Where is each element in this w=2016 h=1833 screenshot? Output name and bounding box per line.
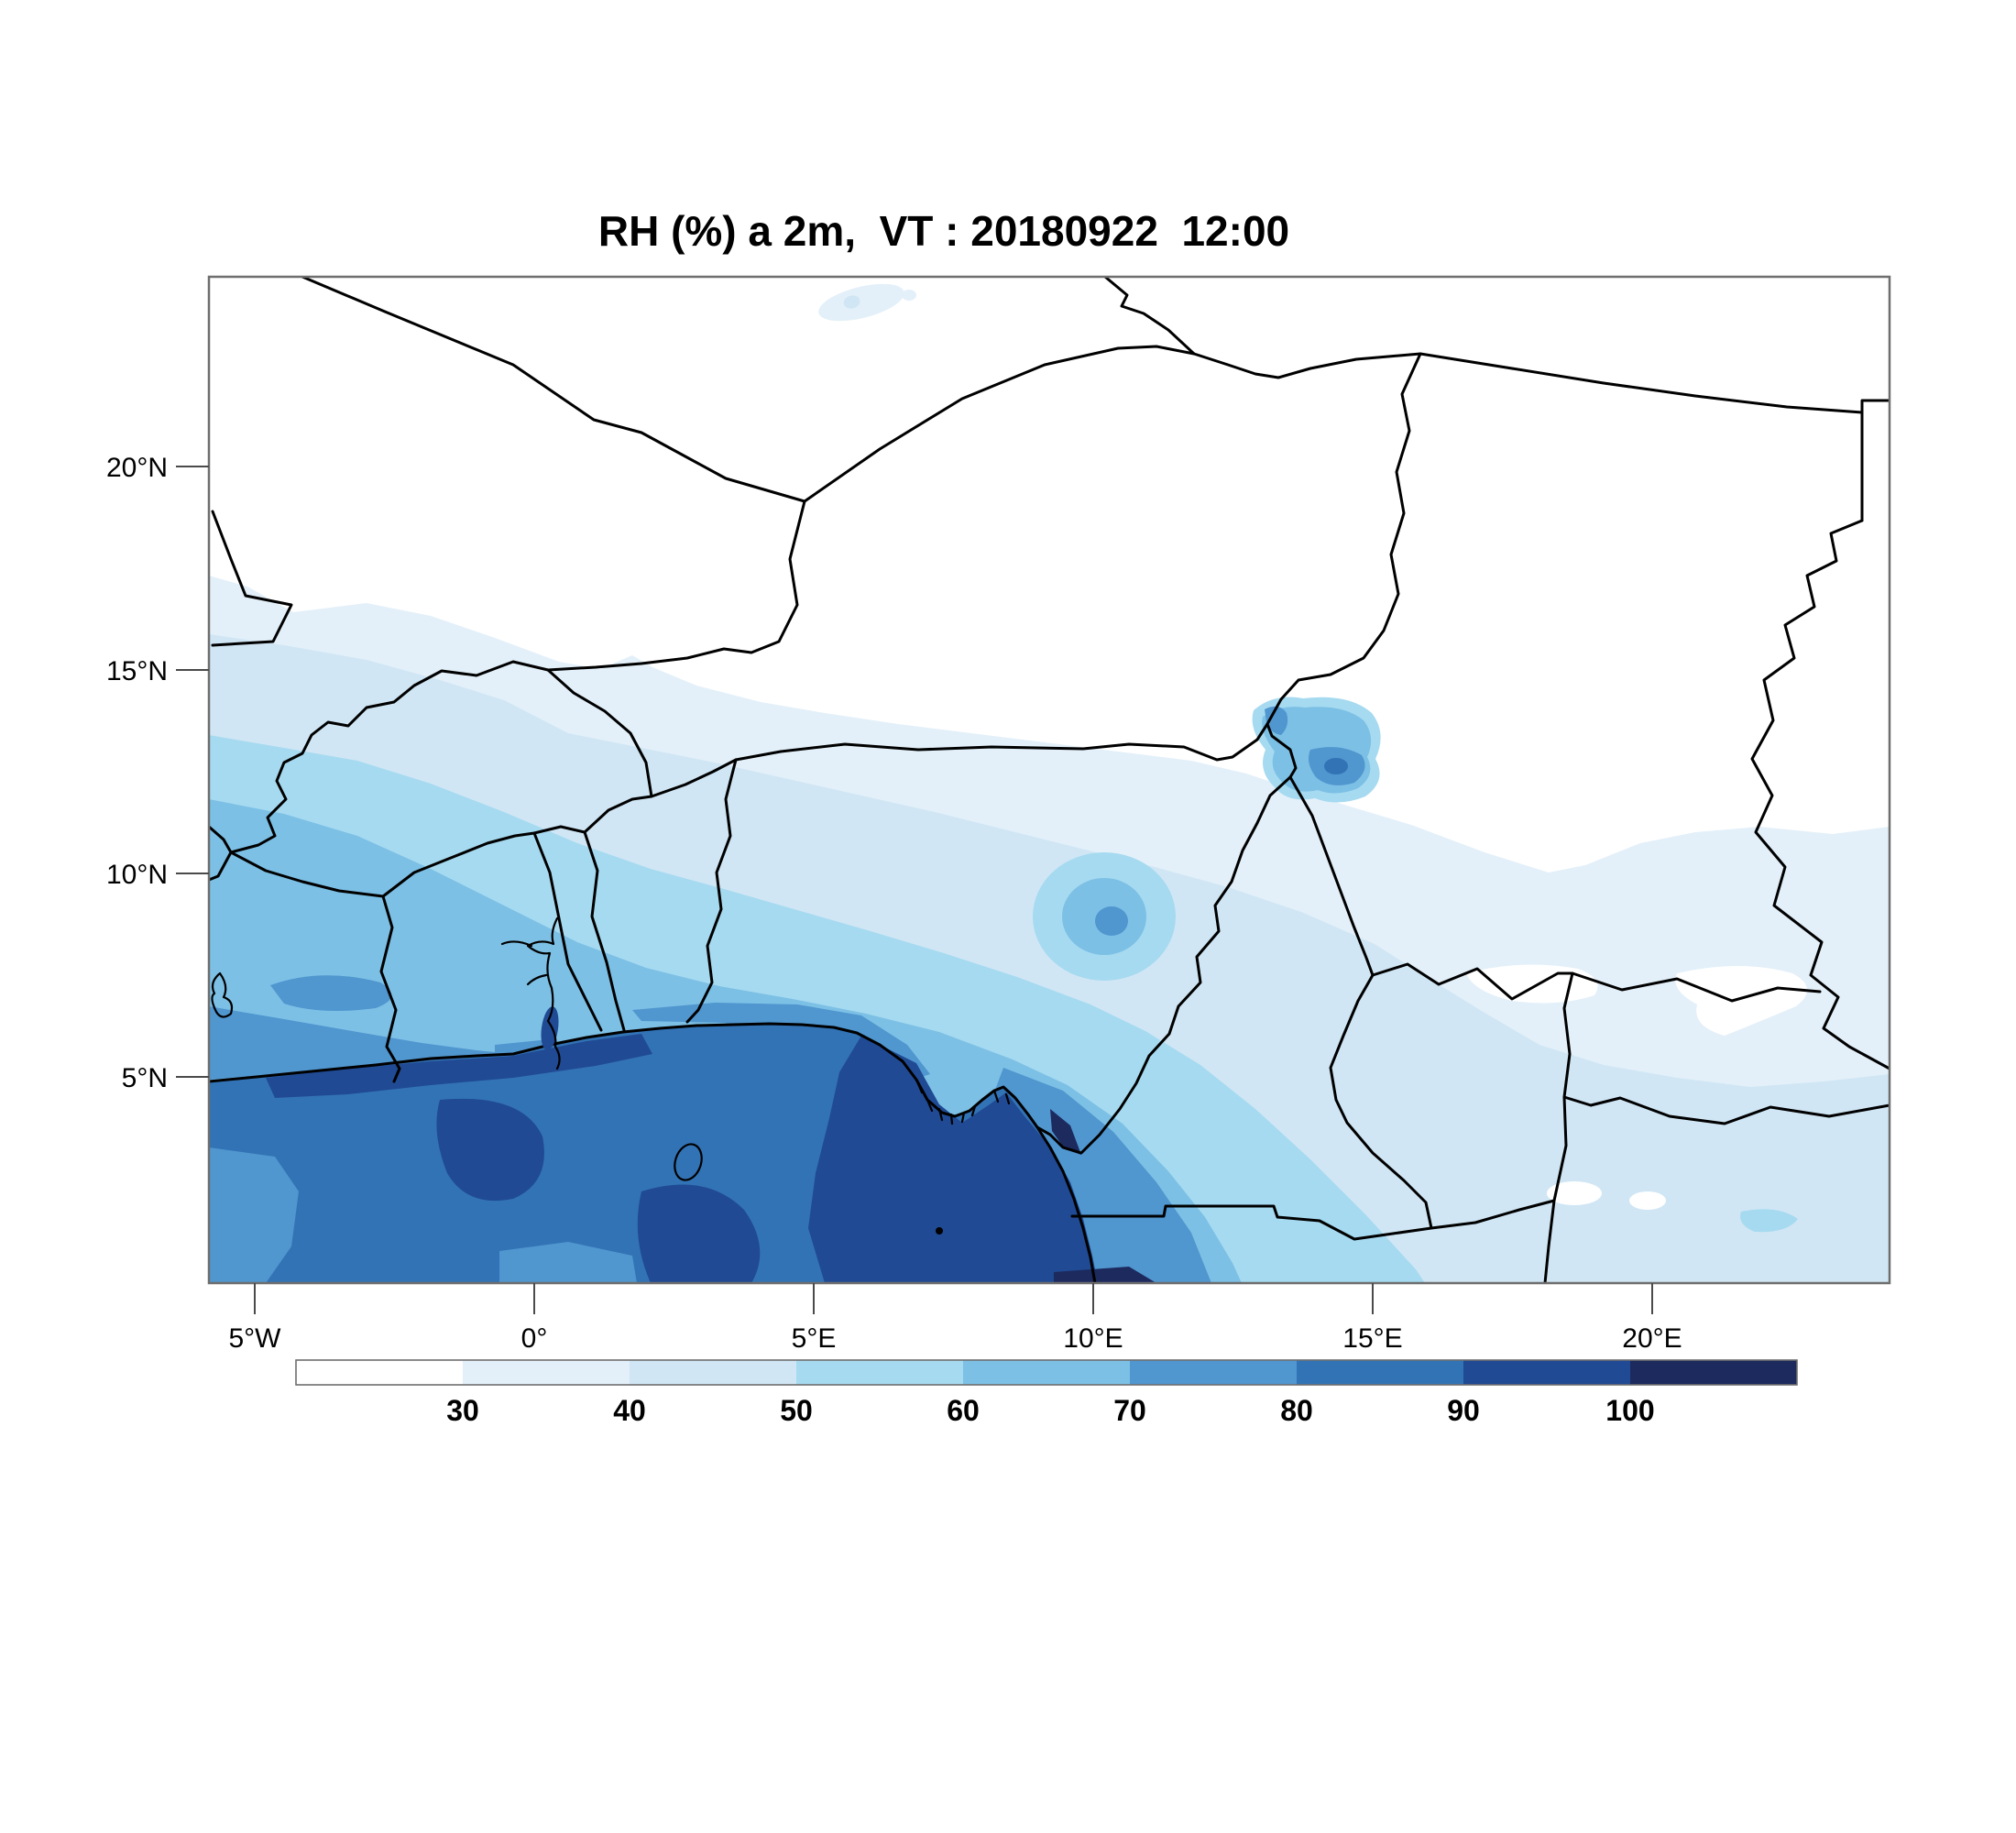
- ocean-90-biafra: [808, 1036, 1098, 1283]
- sahara-pale-dot: [902, 290, 916, 301]
- sahara-pale-spot: [818, 283, 904, 322]
- navy-accent-1: [1050, 1109, 1081, 1155]
- colorbar-label-70: 70: [1113, 1394, 1146, 1427]
- colorbar-outline: [295, 1359, 1798, 1386]
- colorbar-label-30: 30: [446, 1394, 479, 1427]
- west-inland-water: [211, 971, 234, 1018]
- colorbar-label-40: 40: [613, 1394, 646, 1427]
- map-area: [209, 277, 1890, 1283]
- lake-volta: [500, 916, 561, 1070]
- colorbar-label-50: 50: [780, 1394, 813, 1427]
- colorbar-cell-60-70: [963, 1360, 1130, 1385]
- x-tick-label-20e: 20°E: [1622, 1323, 1682, 1354]
- y-axis: 20°N 15°N 10°N 5°N: [106, 453, 209, 1093]
- jos-pocket-70: [1095, 906, 1128, 936]
- plot-title: RH (%) a 2m, VT : 20180922 12:00: [598, 207, 1289, 255]
- dry-island-3: [1547, 1181, 1602, 1205]
- map-frame: [207, 275, 1891, 1285]
- y-tick-label-10n: 10°N: [106, 860, 168, 890]
- principe-island-dot: [936, 1227, 943, 1235]
- colorbar-cell-lt30: [296, 1360, 463, 1385]
- ocean-90-coastband: [266, 1034, 652, 1098]
- colorbar-label-100: 100: [1605, 1394, 1654, 1427]
- dry-island-4: [1629, 1191, 1666, 1210]
- x-tick-label-5w: 5°W: [229, 1323, 282, 1354]
- x-tick-label-5e: 5°E: [792, 1323, 837, 1354]
- x-tick-label-10e: 10°E: [1063, 1323, 1123, 1354]
- contour-patch-70-benin-coast: [632, 1003, 930, 1081]
- y-tick-label-5n: 5°N: [122, 1063, 168, 1093]
- coastline: [209, 1022, 1097, 1283]
- dry-island-2: [1675, 966, 1808, 1036]
- bioko-island: [674, 1143, 703, 1181]
- y-tick-label-15n: 15°N: [106, 656, 168, 686]
- colorbar-label-90: 90: [1447, 1394, 1480, 1427]
- ocean-70-corner: [209, 1147, 299, 1283]
- colorbar-label-60: 60: [947, 1394, 980, 1427]
- contour-patch-70-ivorycoast: [270, 975, 392, 1012]
- ocean-90-blob-west: [436, 1098, 544, 1202]
- x-axis: 5°W 0° 5°E 10°E 15°E 20°E: [229, 1283, 1682, 1354]
- colorbar-label-80: 80: [1280, 1394, 1313, 1427]
- country-borders: [209, 277, 1890, 1283]
- colorbar-cell-50-60: [796, 1360, 963, 1385]
- ocean-90-blob-center: [637, 1184, 761, 1283]
- colorbar: 30 40 50 60 70 80 90 100: [295, 1359, 1798, 1427]
- colorbar-cell-80-90: [1297, 1360, 1463, 1385]
- colorbar-cell-70-80: [1130, 1360, 1297, 1385]
- colorbar-cell-90-100: [1463, 1360, 1630, 1385]
- lakechad-80: [1324, 758, 1348, 774]
- colorbar-cell-gt100: [1630, 1360, 1797, 1385]
- ocean-70-bottom: [499, 1242, 637, 1283]
- niger-delta-inlets: [915, 1078, 1011, 1125]
- y-tick-label-20n: 20°N: [106, 453, 168, 483]
- colorbar-cell-30-40: [463, 1360, 630, 1385]
- navy-accent-2: [1054, 1267, 1156, 1283]
- x-tick-label-15e: 15°E: [1342, 1323, 1402, 1354]
- contour-pocket-50-east: [1740, 1209, 1798, 1233]
- x-tick-label-0: 0°: [521, 1323, 548, 1354]
- colorbar-cell-40-50: [630, 1360, 796, 1385]
- lakechad-70a: [1265, 706, 1288, 735]
